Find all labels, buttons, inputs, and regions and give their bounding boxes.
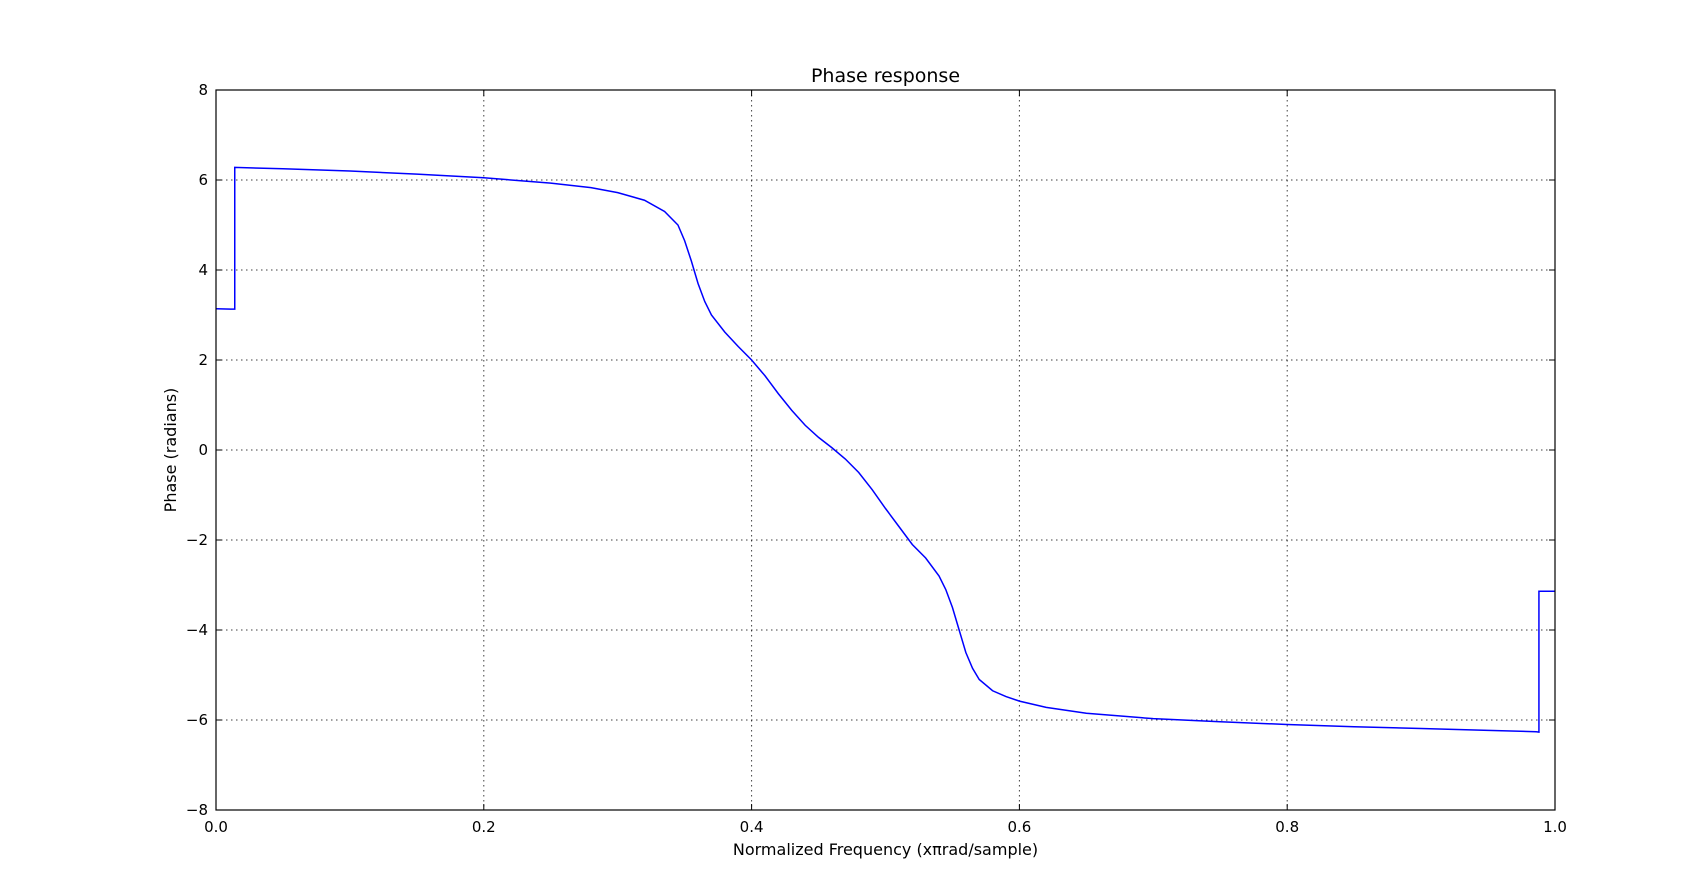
y-tick-label: 4 [198,261,208,279]
x-axis-label: Normalized Frequency (xπrad/sample) [733,840,1038,859]
y-tick-label: −2 [186,531,208,549]
x-tick-label: 0.6 [1007,818,1031,836]
chart-title: Phase response [811,65,960,87]
y-tick-label: 0 [198,441,208,459]
y-tick-label: −8 [186,801,208,819]
y-tick-label: −4 [186,621,208,639]
series-group [215,166,1555,734]
x-tick-label: 0.0 [204,818,228,836]
plot-frame [215,89,1556,811]
y-axis-label: Phase (radians) [161,388,180,513]
axis-ticks: 0.0 0.2 0.4 0.6 0.8 1.0 −8 −6 −4 −2 0 2 4 6 8 [186,81,1567,836]
x-tick-label: 0.4 [740,818,764,836]
x-tick-label: 0.8 [1275,818,1299,836]
y-tick-label: −6 [186,711,208,729]
phase-series-line [215,166,1555,734]
x-tick-label: 0.2 [472,818,496,836]
y-tick-label: 8 [198,81,208,99]
grid-lines [216,90,1555,810]
y-tick-label: 6 [198,171,208,189]
y-tick-label: 2 [198,351,208,369]
x-tick-label: 1.0 [1543,818,1567,836]
